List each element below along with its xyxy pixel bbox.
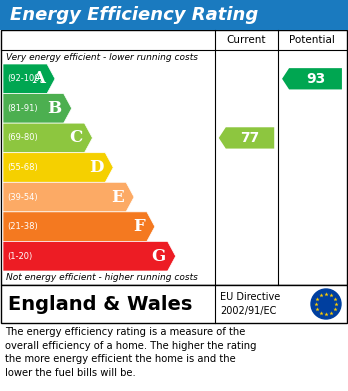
Text: EU Directive
2002/91/EC: EU Directive 2002/91/EC xyxy=(220,292,280,316)
Text: B: B xyxy=(48,100,62,117)
Text: (39-54): (39-54) xyxy=(7,193,38,202)
Text: (81-91): (81-91) xyxy=(7,104,38,113)
Text: (55-68): (55-68) xyxy=(7,163,38,172)
Text: A: A xyxy=(32,70,45,87)
Bar xyxy=(1,285,347,323)
Text: 93: 93 xyxy=(306,72,325,86)
Bar xyxy=(1,30,347,285)
Text: Not energy efficient - higher running costs: Not energy efficient - higher running co… xyxy=(6,273,198,283)
Polygon shape xyxy=(282,68,342,90)
Text: (1-20): (1-20) xyxy=(7,252,32,261)
Polygon shape xyxy=(3,123,93,153)
Polygon shape xyxy=(3,93,72,123)
Text: D: D xyxy=(89,159,103,176)
Text: C: C xyxy=(69,129,82,146)
Text: (92-100): (92-100) xyxy=(7,74,43,83)
Text: E: E xyxy=(111,188,124,206)
Text: G: G xyxy=(151,248,166,265)
Bar xyxy=(0,0,348,30)
Text: Very energy efficient - lower running costs: Very energy efficient - lower running co… xyxy=(6,52,198,61)
Text: (21-38): (21-38) xyxy=(7,222,38,231)
Text: Energy Efficiency Rating: Energy Efficiency Rating xyxy=(10,6,258,24)
Text: F: F xyxy=(133,218,145,235)
Polygon shape xyxy=(3,64,55,93)
Polygon shape xyxy=(3,153,113,182)
Text: Current: Current xyxy=(227,35,266,45)
Text: England & Wales: England & Wales xyxy=(8,294,192,314)
Polygon shape xyxy=(3,241,176,271)
Polygon shape xyxy=(3,212,155,241)
Polygon shape xyxy=(3,182,134,212)
Circle shape xyxy=(311,289,341,319)
Text: Potential: Potential xyxy=(289,35,335,45)
Polygon shape xyxy=(219,127,274,149)
Text: 77: 77 xyxy=(240,131,260,145)
Text: The energy efficiency rating is a measure of the
overall efficiency of a home. T: The energy efficiency rating is a measur… xyxy=(5,327,256,378)
Text: (69-80): (69-80) xyxy=(7,133,38,142)
